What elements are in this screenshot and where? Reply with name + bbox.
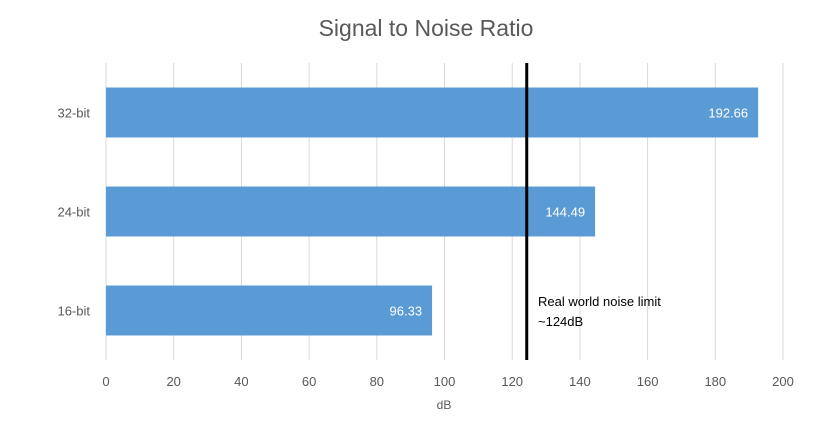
x-tick-label: 0 <box>102 374 109 389</box>
chart-title: Signal to Noise Ratio <box>319 15 534 41</box>
x-tick-label: 160 <box>637 374 659 389</box>
x-tick-label: 20 <box>166 374 180 389</box>
x-tick-label: 80 <box>370 374 384 389</box>
x-axis-label: dB <box>437 398 452 412</box>
x-tick-label: 200 <box>772 374 794 389</box>
x-tick-label: 180 <box>704 374 726 389</box>
x-tick-label: 100 <box>434 374 456 389</box>
data-label: 192.66 <box>708 106 748 121</box>
x-tick-label: 60 <box>302 374 316 389</box>
category-labels: 16-bit 24-bit 32-bit <box>57 106 90 319</box>
bar <box>106 186 596 237</box>
data-label: 96.33 <box>390 304 423 319</box>
x-tick-label: 40 <box>234 374 248 389</box>
category-label: 16-bit <box>57 304 90 319</box>
category-label: 24-bit <box>57 205 90 220</box>
bar <box>106 87 759 138</box>
reference-line-label: ~124dB <box>538 314 583 329</box>
x-tick-label: 120 <box>501 374 523 389</box>
x-tick-label: 140 <box>569 374 591 389</box>
x-tick-labels: 0 20 40 60 80 100 120 140 160 180 200 <box>102 374 793 389</box>
bars: 96.33 144.49 192.66 <box>106 87 759 336</box>
reference-line-group: Real world noise limit ~124dB <box>525 63 661 360</box>
bar <box>106 285 433 336</box>
data-label: 144.49 <box>545 205 585 220</box>
reference-line-label: Real world noise limit <box>538 294 661 309</box>
category-label: 32-bit <box>57 106 90 121</box>
